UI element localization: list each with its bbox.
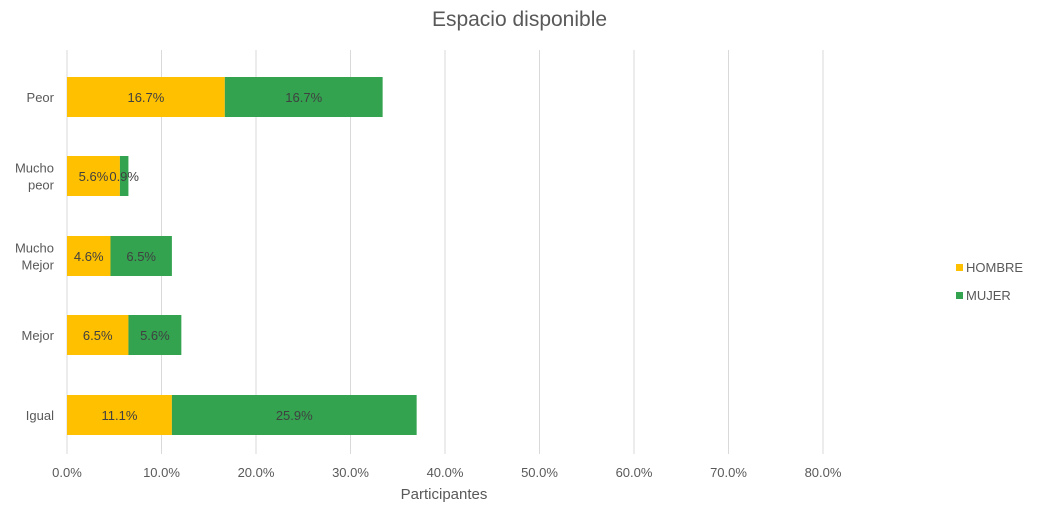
x-tick-label: 70.0%: [710, 465, 747, 480]
data-label-hombre-4: 11.1%: [101, 408, 137, 423]
bar-mujer-4: [171, 395, 417, 435]
data-label-hombre-1: 5.6%: [79, 169, 109, 184]
bar-hombre-1: [67, 156, 120, 196]
data-label-hombre-0: 16.7%: [127, 90, 164, 105]
data-label-mujer-1: 0.9%: [109, 169, 139, 184]
data-label-mujer-3: 5.6%: [140, 328, 170, 343]
bar-mujer-1: [119, 156, 129, 196]
x-tick-label: 0.0%: [52, 465, 82, 480]
y-tick-label: Mucho Mejor: [15, 241, 55, 273]
bar-mujer-2: [110, 236, 172, 276]
y-tick-label: Igual: [26, 408, 54, 423]
data-label-mujer-2: 6.5%: [126, 249, 156, 264]
x-axis-title: Participantes: [401, 486, 488, 503]
x-tick-label: 10.0%: [143, 465, 180, 480]
x-tick-label: 20.0%: [238, 465, 275, 480]
bars: [67, 77, 417, 435]
data-label-mujer-4: 25.9%: [276, 408, 313, 423]
bar-mujer-3: [128, 315, 182, 355]
x-tick-label: 30.0%: [332, 465, 369, 480]
data-label-hombre-2: 4.6%: [74, 249, 104, 264]
chart-title: Espacio disponible: [431, 8, 608, 31]
x-tick-label: 50.0%: [521, 465, 558, 480]
y-tick-label: Peor: [27, 90, 55, 105]
bar-hombre-3: [67, 315, 129, 355]
bar-mujer-0: [224, 77, 383, 117]
legend-swatch-hombre: [956, 264, 963, 271]
x-tick-label: 60.0%: [616, 465, 653, 480]
bar-labels: 16.7% 16.7%5.6% 0.9%4.6% 6.5%6.5% 5.6%11.1% 2…: [74, 90, 323, 423]
x-tick-label: 40.0%: [427, 465, 464, 480]
y-axis-ticks: Peor Mucho peor Mucho Mejor Mejor Igual: [15, 90, 55, 423]
y-tick-label: Mejor: [21, 328, 54, 343]
legend-label-mujer: MUJER: [966, 288, 1011, 303]
x-axis-ticks: 0.0% 10.0% 20.0% 30.0% 40.0% 50.0% 60.0% 70.0% 8…: [52, 465, 842, 480]
legend: HOMBRE MUJER: [956, 260, 1023, 303]
bar-hombre-0: [67, 77, 225, 117]
legend-swatch-mujer: [956, 292, 963, 299]
bar-hombre-4: [67, 395, 172, 435]
legend-label-hombre: HOMBRE: [966, 260, 1023, 275]
bar-hombre-2: [67, 236, 111, 276]
data-label-mujer-0: 16.7%: [285, 90, 322, 105]
x-tick-label: 80.0%: [805, 465, 842, 480]
y-tick-label: Mucho peor: [15, 161, 55, 193]
data-label-hombre-3: 6.5%: [83, 328, 113, 343]
